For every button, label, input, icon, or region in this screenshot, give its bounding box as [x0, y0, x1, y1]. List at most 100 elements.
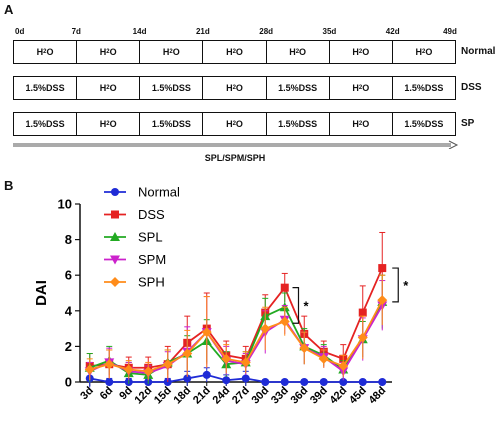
data-point [260, 323, 271, 334]
data-point [339, 378, 348, 386]
y-tick-label: 8 [65, 232, 72, 247]
data-point [221, 353, 232, 364]
regime-cell: 1.5%DSS [140, 77, 204, 99]
legend-label: DSS [138, 207, 165, 222]
data-point [357, 332, 368, 343]
panel-a-label: A [4, 2, 14, 17]
panel-b-label: B [4, 178, 14, 193]
x-tick-label: 3d [78, 385, 96, 403]
x-tick-label: 24d [210, 385, 232, 407]
group-name-sp: SP [461, 118, 475, 129]
x-tick-label: 9d [117, 385, 135, 403]
day-label-21d: 21d [195, 27, 210, 36]
series-dss [85, 231, 387, 382]
day-label-28d: 28d [259, 27, 274, 36]
regime-row-sp: 1.5%DSS H 2 O 1.5%DSS H 2 O 1.5%DSS H 2 O 1.5%DSS [13, 112, 456, 136]
y-tick-label: 0 [65, 375, 72, 390]
legend-marker [111, 188, 119, 196]
regime-cell: 1.5%DSS [404, 119, 444, 129]
y-tick-label: 6 [65, 268, 72, 283]
dai-chart: 0 2 4 6 8 10 DAI 3d 6d 9d12d15d18d21d24d27d30d33d… [33, 185, 409, 407]
significance-bracket [292, 287, 300, 324]
data-point [202, 370, 211, 379]
day-label-35d: 35d [322, 27, 337, 36]
data-point [105, 378, 114, 386]
regime-row-dss: 1.5%DSS H 2 O 1.5%DSS H 2 O 1.5%DSS H 2 O 1.5%DSS [13, 76, 456, 100]
data-point [378, 264, 387, 273]
day-label-42d: 42d [385, 27, 400, 36]
data-point [241, 374, 250, 383]
significance-bracket [392, 267, 399, 303]
data-point [222, 376, 231, 385]
x-tick-label: 27d [230, 385, 252, 407]
data-point [358, 378, 367, 386]
data-point [261, 378, 270, 386]
significance-marker: * [403, 278, 409, 293]
data-point [240, 357, 251, 368]
regime-cell: 1.5%DSS [267, 77, 330, 99]
legend-marker [110, 255, 120, 265]
day-label-0d: 0d [15, 27, 25, 36]
regime-cell: 1.5%DSS [14, 113, 78, 135]
treatment-arrow [13, 140, 459, 149]
x-tick-label: 30d [249, 385, 271, 407]
x-tick-label: 33d [269, 385, 291, 407]
data-point [183, 374, 192, 383]
legend-label: SPM [138, 252, 166, 267]
data-point [377, 295, 388, 306]
y-tick-label: 10 [58, 197, 72, 212]
x-tick-label: 45d [347, 385, 369, 407]
regime-cell: 1.5%DSS [267, 113, 330, 135]
x-tick-label: 48d [366, 385, 388, 407]
data-point [299, 343, 310, 354]
series-sph [84, 274, 388, 381]
data-point [338, 360, 349, 371]
data-point [182, 348, 193, 359]
group-name-normal: Normal [461, 46, 496, 57]
legend-marker [111, 210, 119, 219]
legend: Normal DSS SPL SPM SPH [104, 185, 180, 290]
y-tick-label: 2 [65, 339, 72, 354]
regime-cell: 1.5%DSS [14, 77, 78, 99]
x-tick-label: 21d [191, 385, 213, 407]
series-line-dss [89, 267, 384, 369]
data-point [358, 308, 367, 317]
day-label-7d: 7d [71, 27, 81, 36]
data-point [104, 359, 115, 370]
day-label-49d: 49d [443, 27, 457, 36]
data-point [280, 283, 289, 292]
data-point [318, 353, 329, 364]
day-label-14d: 14d [132, 27, 147, 36]
y-tick-label: 4 [65, 303, 73, 318]
data-point [319, 378, 328, 386]
data-point [280, 378, 289, 386]
data-point [162, 359, 173, 370]
legend-label: SPL [138, 230, 163, 245]
x-tick-label: 18d [171, 385, 193, 407]
x-tick-label: 12d [132, 385, 154, 407]
group-name-dss: DSS [461, 82, 482, 93]
legend-marker [110, 277, 120, 287]
data-point [143, 366, 154, 377]
data-point [84, 364, 95, 375]
legend-marker [110, 232, 120, 241]
significance-marker: * [304, 298, 310, 313]
data-point [123, 364, 134, 375]
legend-label: SPH [138, 275, 165, 290]
series-line-normal [89, 373, 383, 383]
regime-cell: 1.5%DSS [404, 83, 444, 93]
series-line-spm [89, 305, 384, 375]
